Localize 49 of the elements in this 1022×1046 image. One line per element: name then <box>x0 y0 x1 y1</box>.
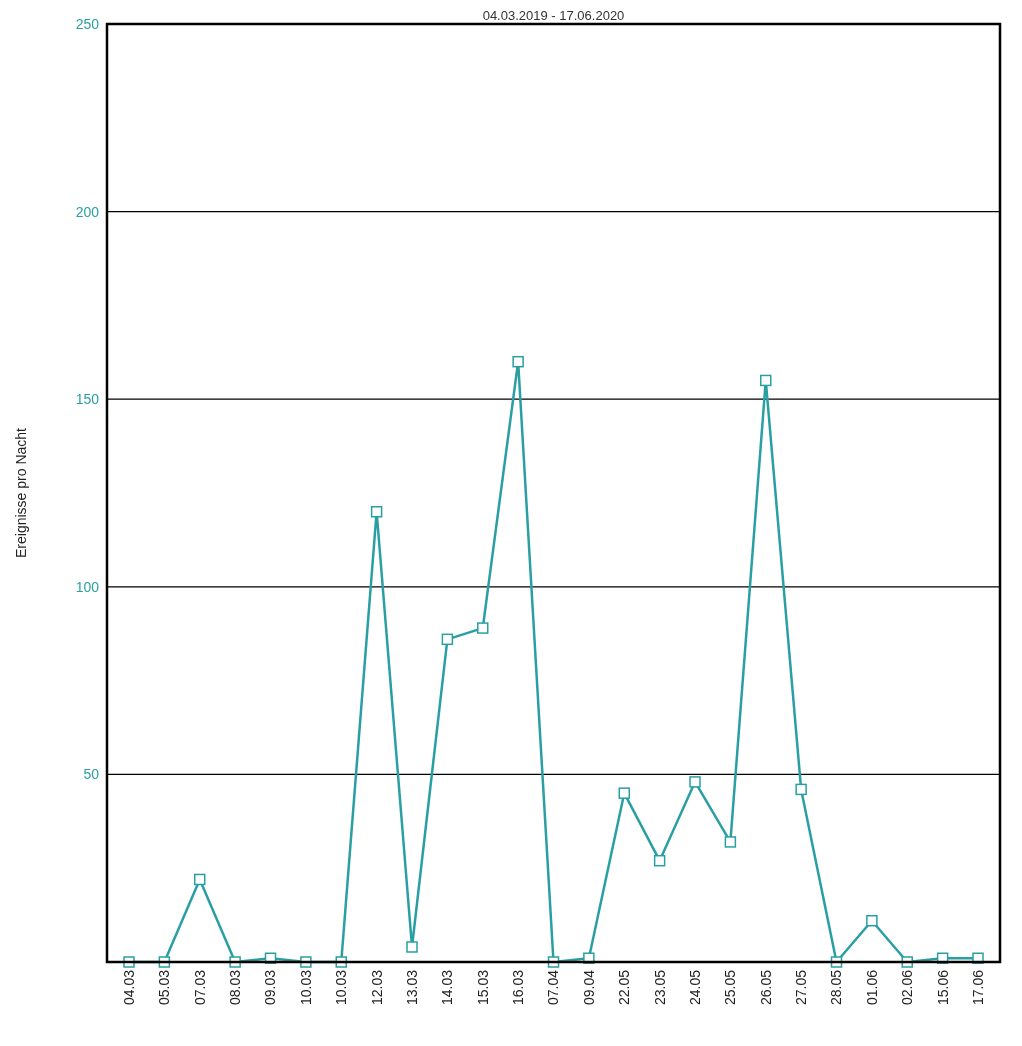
point <box>724 836 737 848</box>
point <box>760 374 772 387</box>
point <box>441 633 454 646</box>
point <box>689 776 701 788</box>
x-tick-label: 24.05 <box>686 969 703 1006</box>
y-tick-label: 100 <box>75 578 100 595</box>
x-tick-label: 27.05 <box>793 969 810 1006</box>
x-tick-label: 10.03 <box>333 969 350 1006</box>
x-tick-label: 17.06 <box>969 969 986 1006</box>
y-tick-label: 250 <box>75 15 100 32</box>
point <box>194 873 206 886</box>
point <box>618 787 630 799</box>
point <box>583 952 595 964</box>
x-tick-label: 28.05 <box>828 969 845 1006</box>
x-tick-label: 23.05 <box>651 969 668 1006</box>
point <box>795 783 807 796</box>
x-tick-label: 09.04 <box>580 969 597 1006</box>
y-axis-title: Ereignisse pro Nacht <box>13 427 29 558</box>
point <box>406 941 418 953</box>
x-tick-label: 26.05 <box>757 969 774 1006</box>
x-tick-label: 05.03 <box>156 969 173 1006</box>
point <box>477 622 489 634</box>
x-tick-label: 07.03 <box>191 969 208 1006</box>
y-tick-label: 200 <box>75 203 100 220</box>
x-tick-label: 14.03 <box>439 969 456 1006</box>
point <box>512 355 524 368</box>
point <box>229 956 241 968</box>
x-tick-label: 04.03 <box>120 969 137 1006</box>
x-tick-label: 15.03 <box>474 969 491 1006</box>
point <box>300 956 312 968</box>
x-tick-label: 15.06 <box>934 969 951 1006</box>
point <box>866 914 878 927</box>
x-tick-label: 25.05 <box>722 969 739 1006</box>
x-tick-label: 12.03 <box>368 969 385 1006</box>
x-tick-label: 16.03 <box>510 969 527 1006</box>
point <box>370 506 383 518</box>
x-tick-label: 02.06 <box>899 969 916 1006</box>
x-tick-label: 13.03 <box>403 969 420 1006</box>
x-tick-label: 22.05 <box>616 969 633 1006</box>
x-tick-label: 08.03 <box>227 969 244 1006</box>
y-tick-label: 50 <box>83 766 100 783</box>
x-tick-label: 09.03 <box>262 969 279 1006</box>
x-tick-label: 10.03 <box>297 969 314 1006</box>
point <box>123 956 135 968</box>
y-tick-label: 150 <box>75 391 100 408</box>
point <box>653 854 666 867</box>
x-tick-label: 01.06 <box>863 969 880 1006</box>
x-tick-label: 07.04 <box>545 969 562 1006</box>
chart-title: 04.03.2019 - 17.06.2020 <box>482 8 625 23</box>
